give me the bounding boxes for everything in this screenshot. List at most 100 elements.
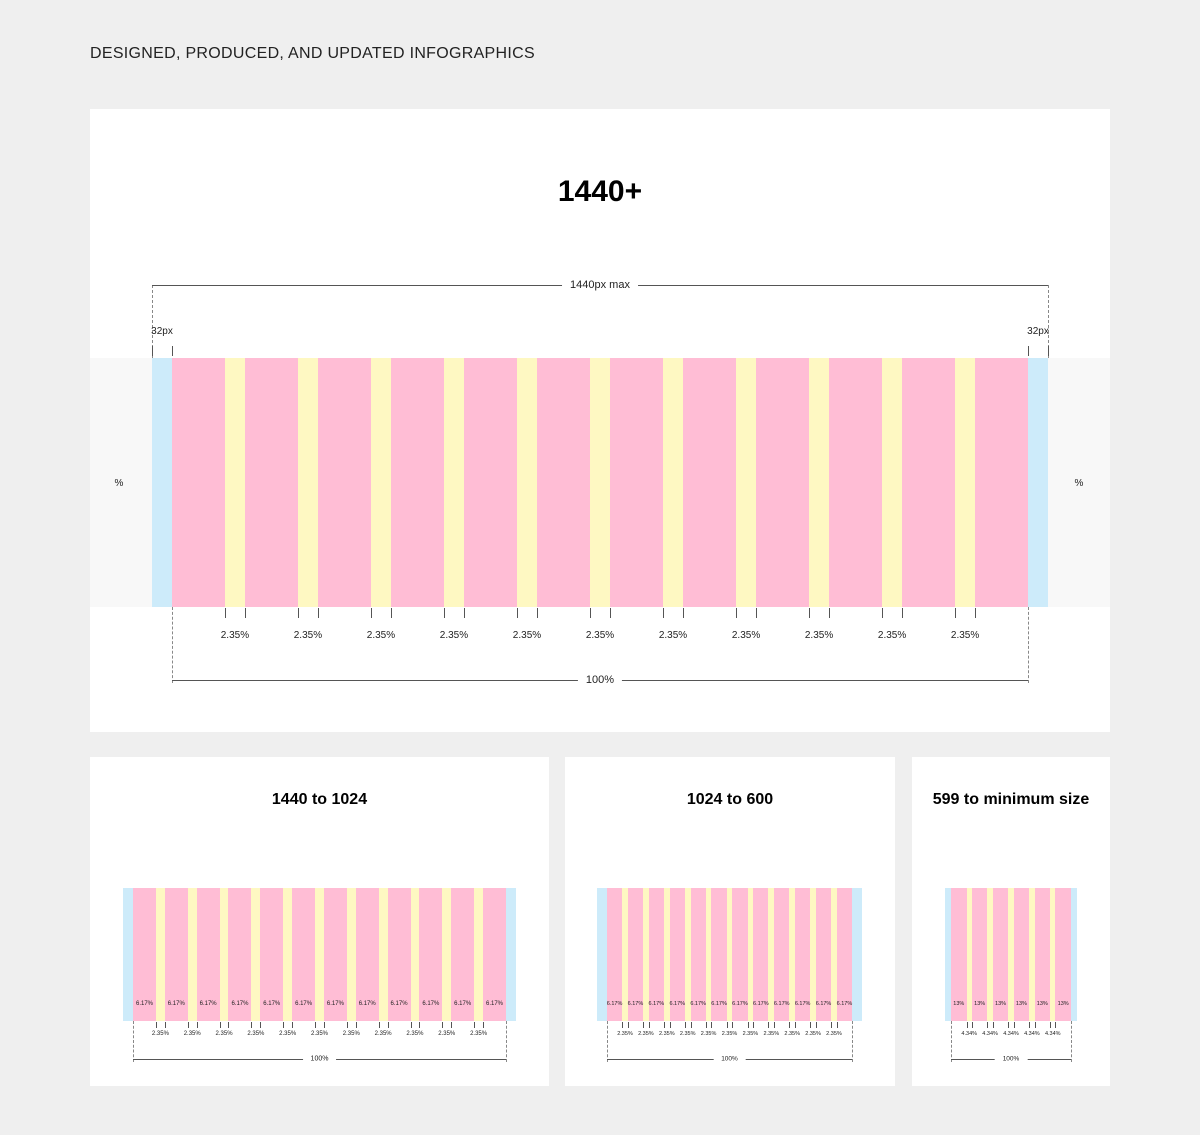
gutter-width-label: 2.35% [950,630,980,641]
gutter-tick [975,608,977,618]
gutter-tick [1055,1022,1057,1028]
side-percent-label: % [1074,478,1084,489]
grid-column [992,888,1009,1021]
margin-right [1028,358,1048,607]
gutter-width-label: 4.34% [1003,1031,1019,1037]
gutter-tick [156,1022,157,1028]
gutter-tick [451,1022,453,1028]
margin-width-label: 32px [1027,326,1049,337]
gutter-width-label: 2.35% [679,1031,696,1037]
gutter-tick [251,1022,253,1028]
column-width-label: 6.17% [485,1001,503,1007]
gutter-width-label: 2.35% [617,1031,633,1037]
grid-column [951,888,967,1021]
gutter-width-label: 2.35% [183,1031,201,1037]
column-width-label: 6.17% [606,1001,623,1007]
gutter-tick [589,608,591,618]
gutter-tick [795,1022,797,1028]
grid-column [690,888,706,1021]
gutter-tick [774,1022,776,1028]
gutter-width-label: 2.35% [731,630,761,641]
total-width-label: 100% [302,1055,337,1063]
grid-column [419,888,443,1021]
margin-left [123,888,133,1021]
gutter-width-label: 2.35% [215,1031,233,1037]
gutter-width-label: 2.35% [438,1031,456,1037]
gutter-tick [346,1022,348,1028]
grid-column [732,888,748,1021]
margin-right [852,888,862,1021]
gutter-width-label: 2.35% [638,1031,654,1037]
gutter-tick [323,1022,325,1028]
max-extent-line [152,285,153,358]
gutter-tick [753,1022,755,1028]
grid-column [836,888,852,1021]
column-width-label: 6.17% [326,1001,344,1007]
column-width-label: 13% [995,1001,1007,1007]
gutter-tick [315,1022,317,1028]
grid-content [133,888,506,1021]
grid-column [391,358,444,607]
grid-column [975,358,1028,607]
margin-right [1071,888,1077,1021]
gutter-width-label: 2.35% [374,1031,392,1037]
gutter-tick [474,1022,476,1028]
column-width-label: 6.17% [794,1001,811,1007]
column-width-label: 13% [953,1001,965,1007]
column-width-label: 6.17% [732,1001,748,1007]
grid-column [228,888,252,1021]
column-width-label: 6.17% [454,1001,472,1007]
grid-column [711,888,727,1021]
column-width-label: 6.17% [422,1001,440,1007]
column-width-label: 6.17% [711,1001,727,1007]
gutter-tick [260,1022,262,1028]
gutter-tick [992,1022,994,1028]
gutter-tick [387,1022,389,1028]
grid-column [902,358,955,607]
margin-tick [1048,346,1049,356]
gutter-width-label: 2.35% [804,630,834,641]
total-width-label: 100% [994,1055,1028,1063]
gutter-tick [370,608,372,618]
extent-line [1028,607,1029,683]
gutter-width-label: 2.35% [585,630,615,641]
gutter-width-label: 2.35% [784,1031,800,1037]
gutter-width-label: 4.34% [1044,1031,1061,1037]
panel-title: 1024 to 600 [686,791,774,808]
margin-tick [152,346,153,356]
grid-column [387,888,411,1021]
gutter-tick [443,608,445,618]
panel-title: 1440 to 1024 [271,791,368,808]
gutter-width-label: 2.35% [247,1031,265,1037]
gutter-tick [684,1022,686,1028]
gutter-tick [747,1022,749,1028]
page-heading: DESIGNED, PRODUCED, AND UPDATED INFOGRAP… [90,45,535,62]
gutter-tick [836,1022,838,1028]
gutter-width-label: 2.35% [658,1031,675,1037]
column-width-label: 13% [1015,1001,1027,1007]
margin-left [945,888,951,1021]
total-width-label: 100% [713,1055,746,1063]
gutter-tick [1034,1022,1036,1028]
grid-column [1055,888,1071,1021]
extent-line [1071,1021,1072,1062]
extent-line [852,1021,853,1062]
grid-column [292,888,316,1021]
grid-column [829,358,882,607]
margin-tick [172,346,173,356]
gutter-tick [902,608,904,618]
extent-line [951,1021,952,1062]
gutter-tick [831,1022,833,1028]
gutter-tick [690,1022,692,1028]
gutter-width-label: 2.35% [658,630,688,641]
grid-column [172,358,225,607]
column-width-label: 13% [974,1001,986,1007]
gutter-tick [1029,1022,1031,1028]
gutter-tick [318,608,320,618]
column-width-label: 6.17% [773,1001,790,1007]
gutter-tick [378,1022,380,1028]
panel-title: 599 to minimum size [932,791,1090,808]
grid-column [318,358,371,607]
grid-column [260,888,284,1021]
grid-column [610,358,663,607]
